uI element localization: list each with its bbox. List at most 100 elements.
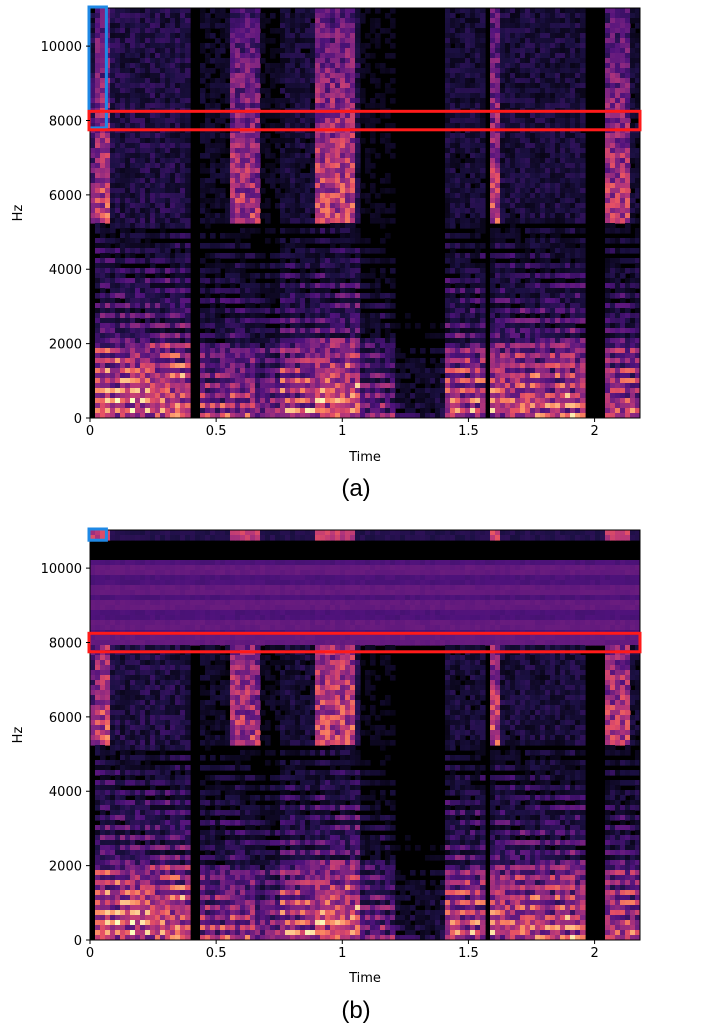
spectrogram-cell — [475, 243, 481, 249]
spectrogram-cell — [350, 123, 356, 129]
spectrogram-cell — [120, 68, 126, 74]
spectrogram-cell — [110, 413, 116, 418]
spectrogram-cell — [95, 373, 101, 379]
spectrogram-cell — [95, 358, 101, 364]
spectrogram-cell — [360, 303, 366, 309]
spectrogram-cell — [335, 103, 341, 109]
spectrogram-cell — [115, 78, 121, 84]
spectrogram-cell — [340, 218, 346, 224]
spectrogram-cell — [340, 258, 346, 264]
spectrogram-cell — [330, 268, 336, 274]
spectrogram-cell — [200, 408, 206, 414]
spectrogram-cell — [320, 278, 326, 284]
spectrogram-cell — [345, 373, 351, 379]
spectrogram-cell — [205, 348, 211, 354]
spectrogram-cell — [285, 213, 291, 219]
spectrogram-cell — [175, 313, 181, 319]
spectrogram-cell — [320, 63, 326, 69]
spectrogram-cell — [345, 223, 351, 229]
spectrogram-cell — [170, 23, 176, 29]
spectrogram-cell — [200, 383, 206, 389]
spectrogram-cell — [105, 298, 111, 304]
spectrogram-cell — [140, 378, 146, 384]
spectrogram-cell — [135, 238, 141, 244]
spectrogram-cell — [260, 213, 266, 219]
spectrogram-cell — [495, 23, 501, 29]
spectrogram-cell — [435, 398, 441, 404]
spectrogram-cell — [335, 48, 341, 54]
spectrogram-cell — [295, 33, 301, 39]
spectrogram-cell — [260, 358, 266, 364]
spectrogram-cell — [495, 33, 501, 39]
spectrogram-cell — [170, 403, 176, 409]
spectrogram-cell — [480, 68, 486, 74]
spectrogram-cell — [315, 328, 321, 334]
spectrogram-cell — [230, 198, 236, 204]
spectrogram-cell — [135, 73, 141, 79]
spectrogram-cell — [185, 143, 191, 149]
spectrogram-cell — [295, 73, 301, 79]
spectrogram-cell — [120, 338, 126, 344]
spectrogram-cell — [375, 403, 381, 409]
spectrogram-cell — [230, 188, 236, 194]
spectrogram-cell — [355, 193, 361, 199]
spectrogram-cell — [155, 348, 161, 354]
spectrogram-cell — [495, 228, 501, 234]
spectrogram-cell — [270, 343, 276, 349]
spectrogram-cell — [145, 253, 151, 259]
spectrogram-cell — [90, 83, 96, 89]
spectrogram-cell — [490, 33, 496, 39]
spectrogram-cell — [480, 358, 486, 364]
spectrogram-cell — [365, 53, 371, 59]
spectrogram-cell — [230, 288, 236, 294]
spectrogram-cell — [110, 358, 116, 364]
spectrogram-cell — [125, 53, 131, 59]
spectrogram-cell — [450, 48, 456, 54]
spectrogram-cell — [90, 63, 96, 69]
spectrogram-cell — [280, 318, 286, 324]
spectrogram-cell — [480, 113, 486, 119]
spectrogram-cell — [315, 403, 321, 409]
spectrogram-cell — [130, 408, 136, 414]
spectrogram-cell — [290, 378, 296, 384]
spectrogram-cell — [325, 158, 331, 164]
spectrogram-cell — [245, 8, 251, 14]
spectrogram-cell — [295, 308, 301, 314]
spectrogram-cell — [180, 353, 186, 359]
spectrogram-cell — [325, 408, 331, 414]
spectrogram-cell — [150, 258, 156, 264]
spectrogram-cell — [135, 288, 141, 294]
spectrogram-cell — [110, 173, 116, 179]
spectrogram-cell — [370, 353, 376, 359]
spectrogram-cell — [115, 143, 121, 149]
spectrogram-cell — [465, 218, 471, 224]
spectrogram-cell — [480, 213, 486, 219]
spectrogram-cell — [140, 168, 146, 174]
spectrogram-cell — [120, 28, 126, 34]
spectrogram-cell — [300, 113, 306, 119]
spectrogram-cell — [450, 178, 456, 184]
spectrogram-cell — [315, 338, 321, 344]
spectrogram-cell — [420, 393, 426, 399]
spectrogram-cell — [285, 408, 291, 414]
spectrogram-cell — [115, 303, 121, 309]
spectrogram-cell — [470, 298, 476, 304]
spectrogram-cell — [300, 103, 306, 109]
spectrogram-cell — [295, 83, 301, 89]
spectrogram-cell — [150, 208, 156, 214]
spectrogram-cell — [385, 88, 391, 94]
spectrogram-cell — [95, 153, 101, 159]
spectrogram-cell — [460, 98, 466, 104]
spectrogram-cell — [90, 168, 96, 174]
spectrogram-cell — [270, 388, 276, 394]
spectrogram-cell — [235, 348, 241, 354]
spectrogram-cell — [305, 208, 311, 214]
spectrogram-cell — [180, 168, 186, 174]
spectrogram-cell — [445, 88, 451, 94]
spectrogram-cell — [205, 318, 211, 324]
spectrogram-cell — [100, 318, 106, 324]
spectrogram-cell — [240, 113, 246, 119]
spectrogram-cell — [160, 143, 166, 149]
spectrogram-cell — [245, 63, 251, 69]
spectrogram-cell — [405, 363, 411, 369]
